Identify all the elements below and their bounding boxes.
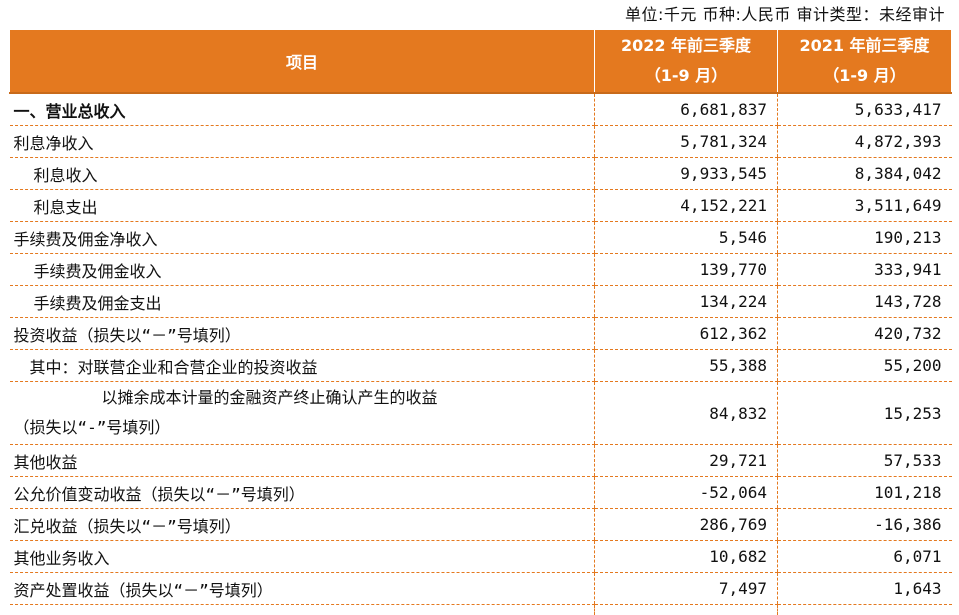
row-value-2022: 10,682 bbox=[595, 541, 778, 573]
row-label: 汇兑收益（损失以“－”号填列） bbox=[10, 509, 595, 541]
table-row: 利息支出 4,152,221 3,511,649 bbox=[10, 190, 952, 222]
row-value-2022: 5,546 bbox=[595, 222, 778, 254]
row-value-2022: 7,497 bbox=[595, 573, 778, 605]
row-value-2021: 101,218 bbox=[778, 477, 952, 509]
row-label: 利息支出 bbox=[10, 190, 595, 222]
table-row: 手续费及佣金支出 134,224 143,728 bbox=[10, 286, 952, 318]
row-value-2022: 9,933,545 bbox=[595, 158, 778, 190]
row-label: 其他收益 bbox=[10, 445, 595, 477]
unit-currency-note: 单位:千元 币种:人民币 审计类型：未经审计 bbox=[625, 0, 945, 28]
column-header-2022: 2022 年前三季度 （1-9 月） bbox=[595, 30, 778, 93]
row-value-2022: 6,681,837 bbox=[595, 93, 778, 126]
row-label: 以摊余成本计量的金融资产终止确认产生的收益 （损失以“-”号填列） bbox=[10, 382, 595, 445]
table-row: 其中：对联营企业和合营企业的投资收益 55,388 55,200 bbox=[10, 350, 952, 382]
table-row: 资产处置收益（损失以“－”号填列） 7,497 1,643 bbox=[10, 573, 952, 605]
table-row: 其他收益 29,721 57,533 bbox=[10, 445, 952, 477]
row-label-line1: 以摊余成本计量的金融资产终止确认产生的收益 bbox=[14, 383, 587, 413]
row-value-2022 bbox=[595, 605, 778, 615]
row-value-2021: 1,643 bbox=[778, 573, 952, 605]
row-label bbox=[10, 605, 595, 615]
row-value-2022: 29,721 bbox=[595, 445, 778, 477]
table-row: 汇兑收益（损失以“－”号填列） 286,769 -16,386 bbox=[10, 509, 952, 541]
row-value-2021: -16,386 bbox=[778, 509, 952, 541]
column-header-item: 项目 bbox=[10, 30, 595, 93]
row-value-2021: 333,941 bbox=[778, 254, 952, 286]
row-value-2021: 8,384,042 bbox=[778, 158, 952, 190]
row-value-2021: 57,533 bbox=[778, 445, 952, 477]
row-value-2021 bbox=[778, 605, 952, 615]
row-value-2022: 4,152,221 bbox=[595, 190, 778, 222]
table-row: 手续费及佣金净收入 5,546 190,213 bbox=[10, 222, 952, 254]
row-value-2022: 84,832 bbox=[595, 382, 778, 445]
row-value-2022: 134,224 bbox=[595, 286, 778, 318]
column-header-2021-range: （1-9 月） bbox=[778, 61, 951, 91]
row-label-line2: （损失以“-”号填列） bbox=[14, 413, 587, 443]
row-value-2021: 5,633,417 bbox=[778, 93, 952, 126]
row-value-2022: 612,362 bbox=[595, 318, 778, 350]
row-value-2021: 143,728 bbox=[778, 286, 952, 318]
table-row: 利息净收入 5,781,324 4,872,393 bbox=[10, 126, 952, 158]
row-value-2022: 286,769 bbox=[595, 509, 778, 541]
row-value-2021: 6,071 bbox=[778, 541, 952, 573]
row-label: 资产处置收益（损失以“－”号填列） bbox=[10, 573, 595, 605]
row-label: 投资收益（损失以“－”号填列） bbox=[10, 318, 595, 350]
row-label: 手续费及佣金收入 bbox=[10, 254, 595, 286]
row-value-2021: 55,200 bbox=[778, 350, 952, 382]
row-value-2022: 55,388 bbox=[595, 350, 778, 382]
row-label: 利息净收入 bbox=[10, 126, 595, 158]
row-label: 一、营业总收入 bbox=[10, 93, 595, 126]
column-header-2021: 2021 年前三季度 （1-9 月） bbox=[778, 30, 952, 93]
row-value-2021: 3,511,649 bbox=[778, 190, 952, 222]
table-header-row: 项目 2022 年前三季度 （1-9 月） 2021 年前三季度 （1-9 月） bbox=[10, 30, 952, 93]
table-row-cut-off bbox=[10, 605, 952, 615]
row-value-2021: 4,872,393 bbox=[778, 126, 952, 158]
row-value-2021: 15,253 bbox=[778, 382, 952, 445]
row-label: 其他业务收入 bbox=[10, 541, 595, 573]
table-row: 以摊余成本计量的金融资产终止确认产生的收益 （损失以“-”号填列） 84,832… bbox=[10, 382, 952, 445]
row-value-2022: 139,770 bbox=[595, 254, 778, 286]
column-header-2021-title: 2021 年前三季度 bbox=[778, 31, 951, 61]
row-value-2021: 420,732 bbox=[778, 318, 952, 350]
table-row: 其他业务收入 10,682 6,071 bbox=[10, 541, 952, 573]
column-header-2022-range: （1-9 月） bbox=[595, 61, 777, 91]
row-value-2021: 190,213 bbox=[778, 222, 952, 254]
row-label: 手续费及佣金支出 bbox=[10, 286, 595, 318]
table-row-total-operating-income: 一、营业总收入 6,681,837 5,633,417 bbox=[10, 93, 952, 126]
income-statement-table: 项目 2022 年前三季度 （1-9 月） 2021 年前三季度 （1-9 月）… bbox=[9, 30, 952, 615]
table-row: 公允价值变动收益（损失以“－”号填列） -52,064 101,218 bbox=[10, 477, 952, 509]
row-label: 利息收入 bbox=[10, 158, 595, 190]
column-header-2022-title: 2022 年前三季度 bbox=[595, 31, 777, 61]
row-value-2022: 5,781,324 bbox=[595, 126, 778, 158]
table-row: 手续费及佣金收入 139,770 333,941 bbox=[10, 254, 952, 286]
row-label: 公允价值变动收益（损失以“－”号填列） bbox=[10, 477, 595, 509]
table-row: 投资收益（损失以“－”号填列） 612,362 420,732 bbox=[10, 318, 952, 350]
row-value-2022: -52,064 bbox=[595, 477, 778, 509]
row-label: 手续费及佣金净收入 bbox=[10, 222, 595, 254]
table-row: 利息收入 9,933,545 8,384,042 bbox=[10, 158, 952, 190]
row-label: 其中：对联营企业和合营企业的投资收益 bbox=[10, 350, 595, 382]
